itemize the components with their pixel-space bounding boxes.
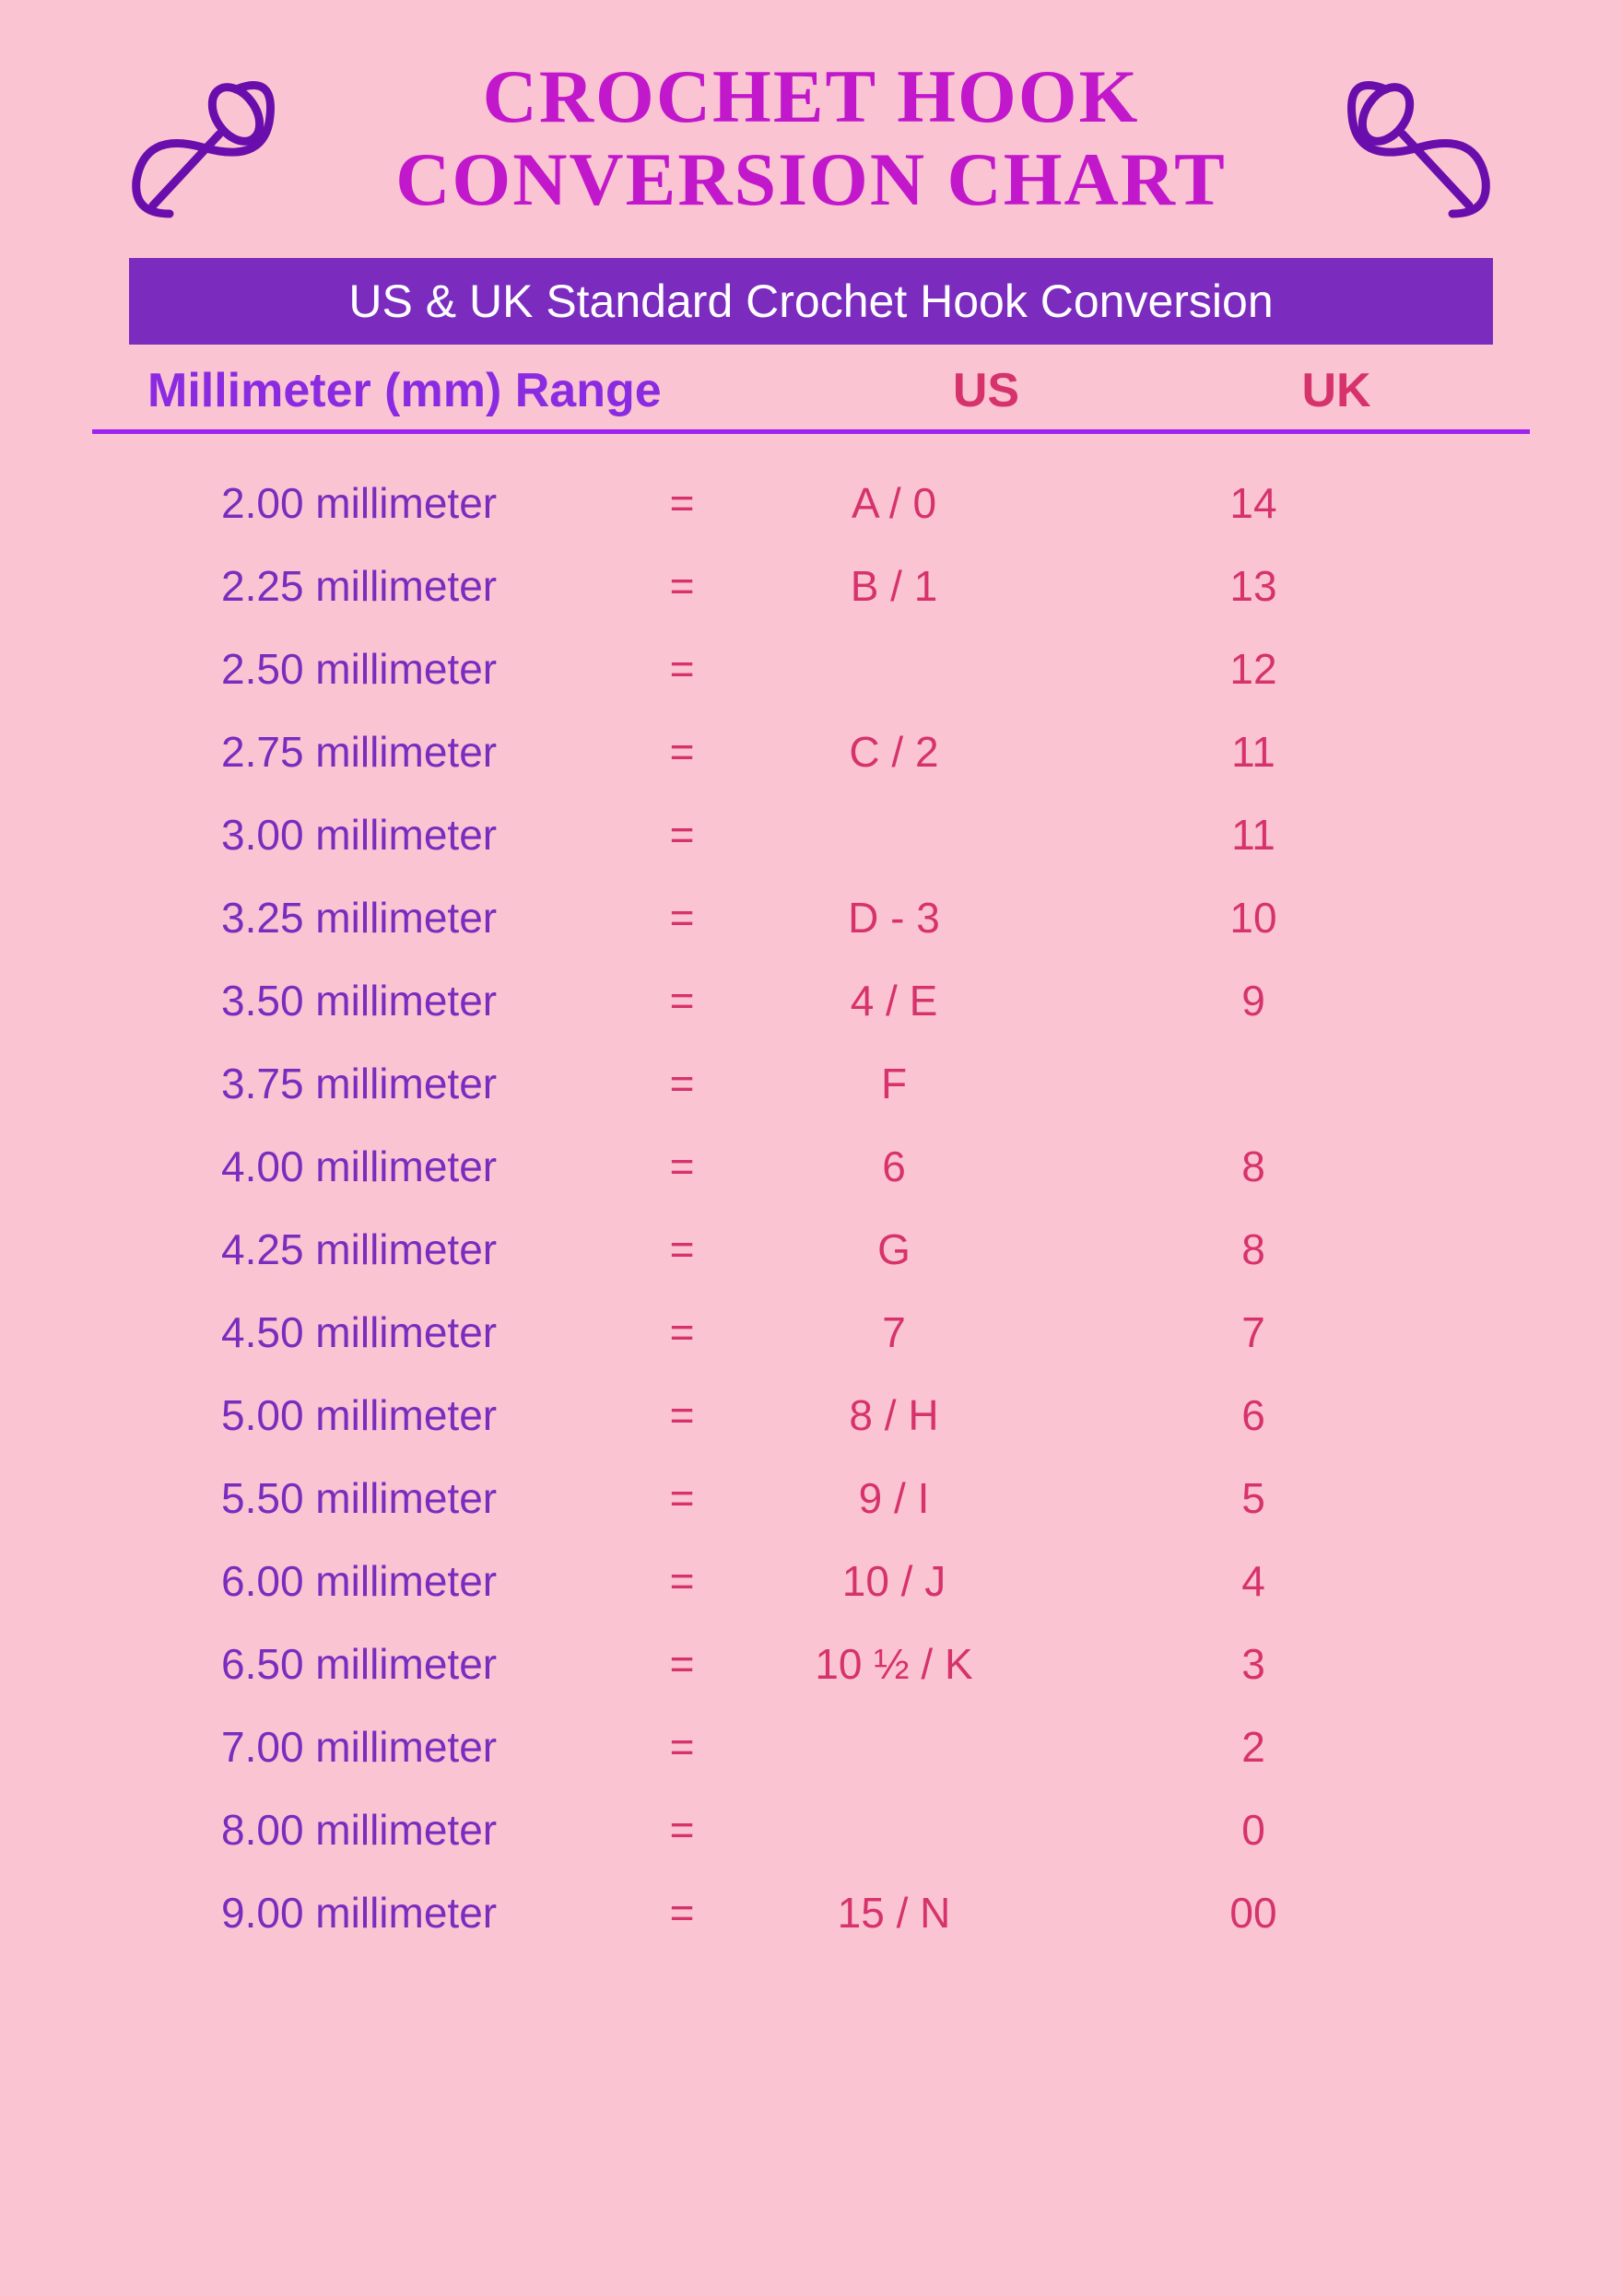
table-row: 4.50 millimeter=77 — [111, 1291, 1511, 1374]
cell-equals: = — [627, 810, 737, 860]
cell-equals: = — [627, 893, 737, 943]
cell-mm: 3.75 millimeter — [111, 1059, 627, 1108]
cell-uk: 11 — [1051, 727, 1511, 777]
cell-uk: 14 — [1051, 478, 1511, 528]
cell-uk: 8 — [1051, 1224, 1511, 1274]
cell-us: A / 0 — [737, 478, 1051, 528]
cell-us: 6 — [737, 1142, 1051, 1191]
cell-mm: 2.00 millimeter — [111, 478, 627, 528]
cell-equals: = — [627, 1473, 737, 1523]
cell-mm: 5.00 millimeter — [111, 1390, 627, 1440]
cell-mm: 9.00 millimeter — [111, 1888, 627, 1938]
cell-uk: 6 — [1051, 1390, 1511, 1440]
subtitle-bar: US & UK Standard Crochet Hook Conversion — [129, 258, 1493, 345]
table-row: 4.25 millimeter=G8 — [111, 1208, 1511, 1291]
cell-uk: 5 — [1051, 1473, 1511, 1523]
cell-uk: 12 — [1051, 644, 1511, 694]
cell-mm: 7.00 millimeter — [111, 1722, 627, 1772]
cell-us: 10 ½ / K — [737, 1639, 1051, 1689]
cell-us: 4 / E — [737, 976, 1051, 1025]
table-header-row: Millimeter (mm) Range US UK — [92, 363, 1530, 434]
table-row: 3.50 millimeter=4 / E9 — [111, 959, 1511, 1042]
cell-us: B / 1 — [737, 561, 1051, 611]
table-row: 9.00 millimeter=15 / N00 — [111, 1871, 1511, 1954]
cell-mm: 5.50 millimeter — [111, 1473, 627, 1523]
cell-mm: 3.50 millimeter — [111, 976, 627, 1025]
table-row: 5.50 millimeter=9 / I5 — [111, 1457, 1511, 1540]
table-row: 6.50 millimeter=10 ½ / K3 — [111, 1622, 1511, 1705]
table-row: 2.75 millimeter=C / 211 — [111, 710, 1511, 793]
cell-mm: 8.00 millimeter — [111, 1805, 627, 1855]
cell-equals: = — [627, 1805, 737, 1855]
table-row: 4.00 millimeter=68 — [111, 1125, 1511, 1208]
cell-uk: 0 — [1051, 1805, 1511, 1855]
cell-equals: = — [627, 1722, 737, 1772]
cell-uk: 00 — [1051, 1888, 1511, 1938]
header-section: CROCHET HOOK CONVERSION CHART — [74, 55, 1548, 221]
table-row: 3.25 millimeter=D - 310 — [111, 876, 1511, 959]
cell-equals: = — [627, 1142, 737, 1191]
cell-equals: = — [627, 1307, 737, 1357]
cell-equals: = — [627, 1888, 737, 1938]
cell-equals: = — [627, 976, 737, 1025]
cell-uk: 13 — [1051, 561, 1511, 611]
cell-uk: 4 — [1051, 1556, 1511, 1606]
cell-us: 10 / J — [737, 1556, 1051, 1606]
cell-mm: 6.50 millimeter — [111, 1639, 627, 1689]
cell-equals: = — [627, 1556, 737, 1606]
cell-us: 15 / N — [737, 1888, 1051, 1938]
cell-mm: 6.00 millimeter — [111, 1556, 627, 1606]
cell-mm: 4.25 millimeter — [111, 1224, 627, 1274]
cell-equals: = — [627, 1390, 737, 1440]
cell-us: C / 2 — [737, 727, 1051, 777]
table-row: 5.00 millimeter=8 / H6 — [111, 1374, 1511, 1457]
cell-us: 9 / I — [737, 1473, 1051, 1523]
cell-equals: = — [627, 1639, 737, 1689]
cell-mm: 2.75 millimeter — [111, 727, 627, 777]
column-header-mm: Millimeter (mm) Range — [92, 363, 793, 418]
table-row: 3.75 millimeter=F — [111, 1042, 1511, 1125]
cell-mm: 3.00 millimeter — [111, 810, 627, 860]
cell-uk: 8 — [1051, 1142, 1511, 1191]
cell-equals: = — [627, 727, 737, 777]
table-row: 6.00 millimeter=10 / J4 — [111, 1540, 1511, 1622]
page-title: CROCHET HOOK CONVERSION CHART — [304, 55, 1318, 221]
cell-mm: 3.25 millimeter — [111, 893, 627, 943]
table-row: 7.00 millimeter= 2 — [111, 1705, 1511, 1788]
needle-thread-icon-right — [1336, 64, 1502, 230]
cell-uk: 2 — [1051, 1722, 1511, 1772]
cell-us: D - 3 — [737, 893, 1051, 943]
cell-us: 7 — [737, 1307, 1051, 1357]
cell-equals: = — [627, 644, 737, 694]
cell-equals: = — [627, 1059, 737, 1108]
cell-equals: = — [627, 478, 737, 528]
cell-uk: 10 — [1051, 893, 1511, 943]
table-row: 2.50 millimeter= 12 — [111, 627, 1511, 710]
cell-mm: 2.25 millimeter — [111, 561, 627, 611]
table-row: 3.00 millimeter= 11 — [111, 793, 1511, 876]
cell-us: G — [737, 1224, 1051, 1274]
table-row: 8.00 millimeter= 0 — [111, 1788, 1511, 1871]
needle-thread-icon-left — [120, 64, 286, 230]
cell-mm: 4.00 millimeter — [111, 1142, 627, 1191]
cell-equals: = — [627, 1224, 737, 1274]
cell-us: F — [737, 1059, 1051, 1108]
cell-uk: 9 — [1051, 976, 1511, 1025]
conversion-table: Millimeter (mm) Range US UK 2.00 millime… — [92, 363, 1530, 1954]
cell-equals: = — [627, 561, 737, 611]
cell-uk: 11 — [1051, 810, 1511, 860]
cell-us: 8 / H — [737, 1390, 1051, 1440]
table-row: 2.25 millimeter=B / 113 — [111, 545, 1511, 627]
cell-mm: 4.50 millimeter — [111, 1307, 627, 1357]
cell-mm: 2.50 millimeter — [111, 644, 627, 694]
column-header-us: US — [793, 363, 1180, 418]
cell-uk: 3 — [1051, 1639, 1511, 1689]
column-header-uk: UK — [1180, 363, 1530, 418]
table-row: 2.00 millimeter=A / 014 — [111, 462, 1511, 545]
cell-uk: 7 — [1051, 1307, 1511, 1357]
table-body: 2.00 millimeter=A / 0142.25 millimeter=B… — [92, 462, 1530, 1954]
